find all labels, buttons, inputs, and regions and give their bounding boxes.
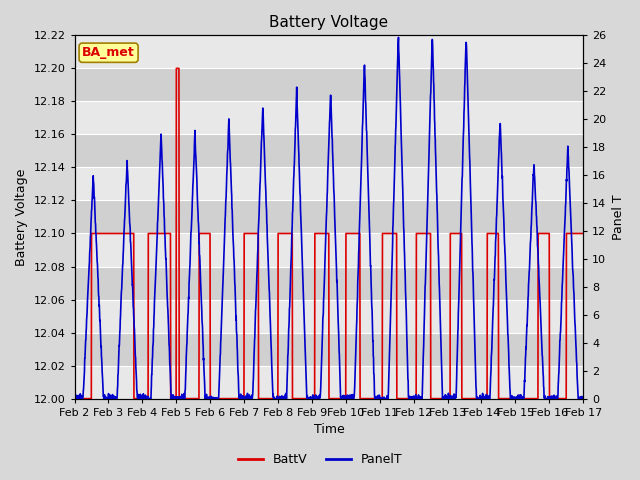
Bar — [75, 101, 583, 134]
Bar — [75, 233, 583, 266]
Bar — [75, 333, 583, 366]
Bar — [75, 366, 583, 398]
Bar — [75, 201, 583, 233]
Title: Battery Voltage: Battery Voltage — [269, 15, 388, 30]
Legend: BattV, PanelT: BattV, PanelT — [232, 448, 408, 471]
Bar — [75, 68, 583, 101]
Bar — [75, 36, 583, 68]
X-axis label: Time: Time — [314, 423, 344, 436]
Y-axis label: Panel T: Panel T — [612, 194, 625, 240]
Y-axis label: Battery Voltage: Battery Voltage — [15, 168, 28, 265]
Bar — [75, 266, 583, 300]
Text: BA_met: BA_met — [82, 46, 135, 59]
Bar — [75, 300, 583, 333]
Bar — [75, 168, 583, 201]
Bar — [75, 134, 583, 168]
